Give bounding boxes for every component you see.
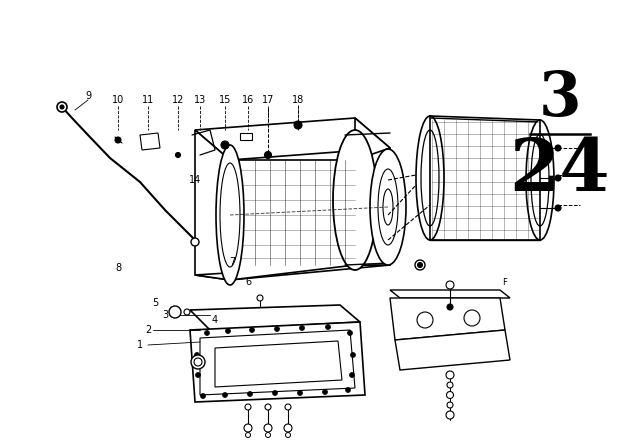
Polygon shape — [195, 130, 230, 280]
Circle shape — [266, 432, 271, 438]
Circle shape — [223, 392, 227, 397]
Circle shape — [175, 152, 180, 158]
Text: 6: 6 — [245, 277, 251, 287]
Text: 16: 16 — [242, 95, 254, 105]
Circle shape — [300, 326, 305, 331]
Polygon shape — [190, 305, 360, 330]
Text: 7: 7 — [229, 257, 235, 267]
Circle shape — [446, 371, 454, 379]
Circle shape — [244, 424, 252, 432]
Text: 8: 8 — [115, 263, 121, 273]
Polygon shape — [195, 118, 390, 160]
Ellipse shape — [421, 130, 439, 226]
Text: 18: 18 — [292, 95, 304, 105]
Text: 10: 10 — [112, 95, 124, 105]
Circle shape — [195, 353, 200, 358]
Circle shape — [264, 151, 271, 159]
Ellipse shape — [417, 312, 433, 328]
Circle shape — [225, 328, 230, 333]
Text: 11: 11 — [142, 95, 154, 105]
Circle shape — [60, 105, 64, 109]
Circle shape — [555, 145, 561, 151]
Circle shape — [191, 238, 199, 246]
Circle shape — [191, 355, 205, 369]
Polygon shape — [390, 290, 510, 298]
Circle shape — [294, 121, 302, 129]
Circle shape — [115, 137, 121, 143]
Ellipse shape — [464, 310, 480, 326]
Circle shape — [264, 424, 272, 432]
Circle shape — [351, 353, 355, 358]
Ellipse shape — [378, 169, 398, 245]
Text: 15: 15 — [219, 95, 231, 105]
Circle shape — [221, 141, 229, 149]
Text: 1: 1 — [137, 340, 143, 350]
Text: 3: 3 — [162, 310, 168, 320]
Circle shape — [323, 389, 328, 395]
Circle shape — [447, 382, 453, 388]
Text: 12: 12 — [172, 95, 184, 105]
Circle shape — [245, 404, 251, 410]
Circle shape — [298, 391, 303, 396]
Circle shape — [265, 404, 271, 410]
Text: 4: 4 — [212, 315, 218, 325]
Ellipse shape — [333, 130, 377, 270]
Circle shape — [446, 281, 454, 289]
Text: 2: 2 — [145, 325, 151, 335]
Polygon shape — [200, 330, 355, 395]
Text: 9: 9 — [85, 91, 91, 101]
Polygon shape — [390, 298, 505, 340]
Text: 17: 17 — [262, 95, 274, 105]
Circle shape — [200, 393, 205, 399]
Circle shape — [446, 411, 454, 419]
Circle shape — [447, 402, 453, 408]
Text: 13: 13 — [194, 95, 206, 105]
Polygon shape — [195, 265, 390, 280]
Circle shape — [349, 372, 355, 378]
Circle shape — [273, 391, 278, 396]
Circle shape — [346, 388, 351, 392]
Ellipse shape — [220, 163, 240, 267]
Ellipse shape — [216, 145, 244, 285]
Text: 14: 14 — [189, 175, 201, 185]
Circle shape — [195, 372, 200, 378]
Text: 24: 24 — [509, 135, 611, 206]
Ellipse shape — [383, 189, 393, 225]
Ellipse shape — [416, 116, 444, 240]
Circle shape — [57, 102, 67, 112]
Bar — [240, 133, 252, 140]
Ellipse shape — [370, 149, 406, 265]
Circle shape — [257, 295, 263, 301]
Circle shape — [194, 358, 202, 366]
Circle shape — [415, 260, 425, 270]
Circle shape — [169, 306, 181, 318]
Circle shape — [447, 304, 453, 310]
Text: F: F — [502, 277, 508, 287]
Polygon shape — [355, 118, 390, 265]
Circle shape — [284, 424, 292, 432]
Text: 3: 3 — [539, 69, 581, 129]
Circle shape — [246, 432, 250, 438]
Polygon shape — [140, 133, 160, 150]
Ellipse shape — [526, 120, 554, 240]
Circle shape — [184, 309, 190, 315]
Polygon shape — [190, 322, 365, 402]
Circle shape — [447, 392, 454, 399]
Circle shape — [348, 331, 353, 336]
Polygon shape — [395, 330, 510, 370]
Circle shape — [250, 327, 255, 332]
Polygon shape — [230, 148, 390, 280]
Ellipse shape — [531, 134, 549, 226]
Circle shape — [205, 331, 209, 336]
Circle shape — [555, 205, 561, 211]
Circle shape — [248, 392, 253, 396]
Circle shape — [285, 404, 291, 410]
Circle shape — [555, 175, 561, 181]
Circle shape — [326, 324, 330, 329]
Text: 5: 5 — [152, 298, 158, 308]
Circle shape — [417, 263, 422, 267]
Circle shape — [285, 432, 291, 438]
Circle shape — [275, 327, 280, 332]
